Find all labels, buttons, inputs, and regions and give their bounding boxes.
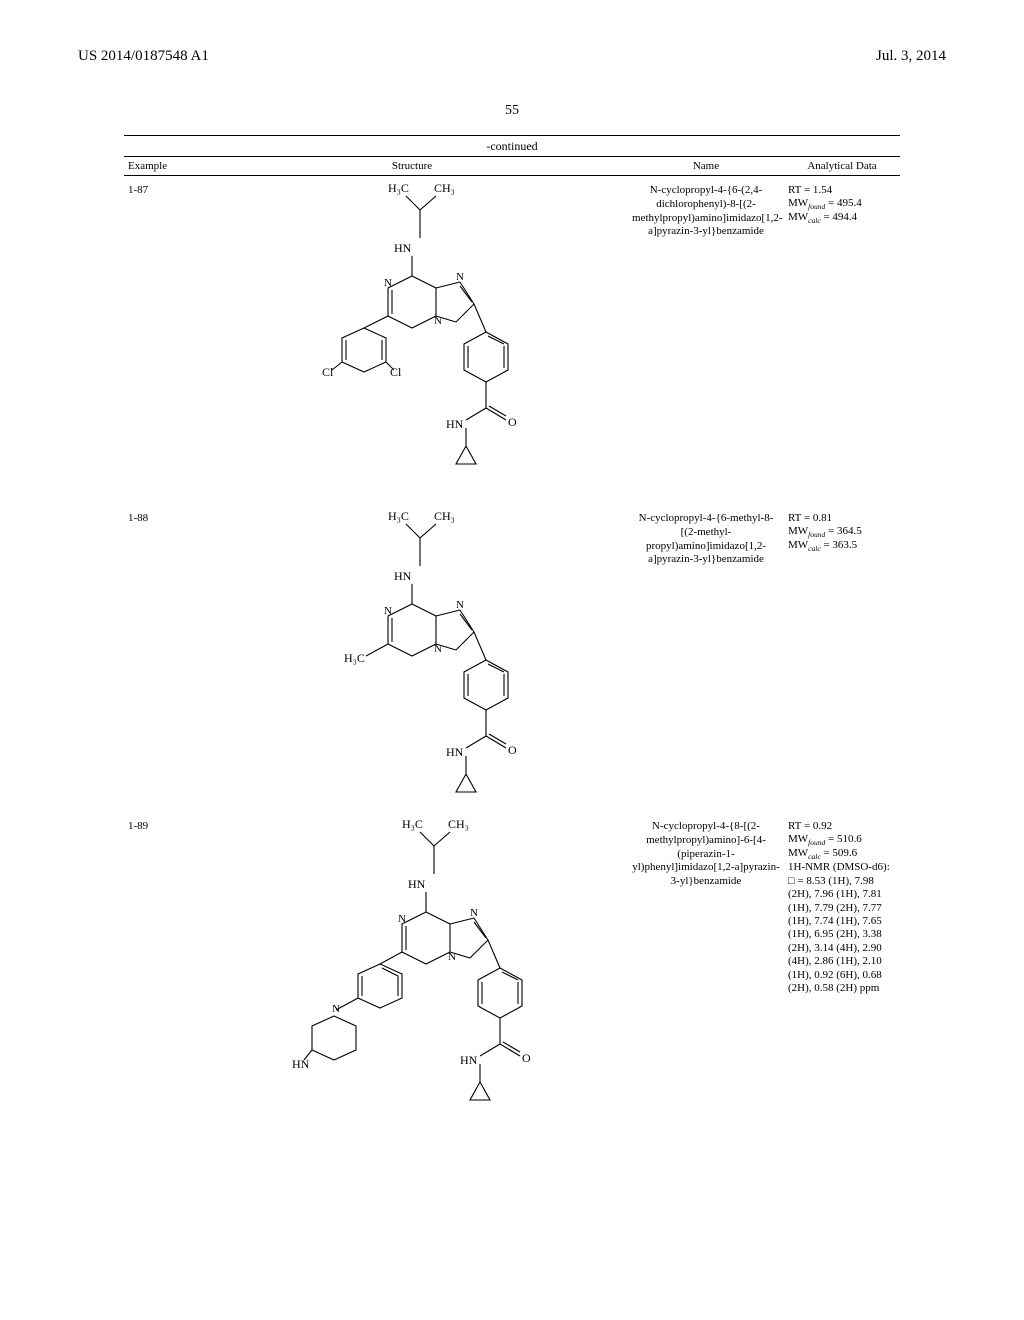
svg-text:HN: HN xyxy=(460,1053,478,1067)
table-row: 1-88 H₃C CH₃ HN N N xyxy=(124,504,900,812)
svg-text:N: N xyxy=(384,605,392,617)
svg-text:HN: HN xyxy=(408,877,426,891)
svg-text:HN: HN xyxy=(446,417,464,431)
svg-text:H₃C: H₃C xyxy=(402,817,423,831)
svg-text:N: N xyxy=(384,277,392,289)
svg-text:N: N xyxy=(456,271,464,283)
svg-text:HN: HN xyxy=(446,745,464,759)
col-header-data: Analytical Data xyxy=(784,160,900,172)
svg-text:CH₃: CH₃ xyxy=(448,817,469,831)
cell-structure: H₃C CH₃ HN N N N xyxy=(196,812,628,1190)
cell-data: RT = 0.92 MWfound = 510.6 MWcalc = 509.6… xyxy=(784,812,900,995)
cell-name: N-cyclopropyl-4-{8-[(2-methylpropyl)amin… xyxy=(628,812,784,889)
svg-text:H₃C: H₃C xyxy=(388,509,409,523)
svg-text:H₃C: H₃C xyxy=(344,651,365,665)
col-header-structure: Structure xyxy=(196,160,628,172)
mw-found-line: MWfound = 364.5 xyxy=(788,525,896,539)
structure-svg-1-89: H₃C CH₃ HN N N N xyxy=(272,812,552,1190)
svg-text:HN: HN xyxy=(394,241,412,255)
page-number: 55 xyxy=(0,103,1024,119)
table-row: 1-87 H₃C CH₃ HN N N xyxy=(124,176,900,504)
svg-text:N: N xyxy=(456,599,464,611)
structure-svg-1-88: H₃C CH₃ HN N N N xyxy=(288,504,536,812)
svg-text:CH₃: CH₃ xyxy=(434,181,455,195)
svg-text:HN: HN xyxy=(292,1057,310,1071)
cell-example: 1-88 xyxy=(124,504,196,524)
svg-text:H₃C: H₃C xyxy=(388,181,409,195)
svg-text:O: O xyxy=(522,1051,531,1065)
svg-text:HN: HN xyxy=(394,569,412,583)
col-header-name: Name xyxy=(628,160,784,172)
rt-line: RT = 0.81 xyxy=(788,512,896,525)
cell-structure: H₃C CH₃ HN N N xyxy=(196,176,628,504)
continued-label: -continued xyxy=(124,135,900,156)
svg-text:Cl: Cl xyxy=(322,365,334,379)
publication-date: Jul. 3, 2014 xyxy=(876,48,946,65)
page-header: US 2014/0187548 A1 Jul. 3, 2014 xyxy=(0,0,1024,73)
table-row: 1-89 H₃C CH₃ HN N N xyxy=(124,812,900,1190)
col-header-example: Example xyxy=(124,160,196,172)
cell-data: RT = 1.54 MWfound = 495.4 MWcalc = 494.4 xyxy=(784,176,900,225)
cell-example: 1-89 xyxy=(124,812,196,832)
svg-text:O: O xyxy=(508,743,517,757)
rt-line: RT = 0.92 xyxy=(788,820,896,833)
mw-calc-line: MWcalc = 509.6 xyxy=(788,847,896,861)
svg-text:N: N xyxy=(398,913,406,925)
mw-found-line: MWfound = 495.4 xyxy=(788,197,896,211)
cell-name: N-cyclopropyl-4-{6-(2,4-dichlorophenyl)-… xyxy=(628,176,784,239)
cell-name: N-cyclopropyl-4-{6-methyl-8-[(2-methyl-p… xyxy=(628,504,784,567)
cell-structure: H₃C CH₃ HN N N N xyxy=(196,504,628,812)
svg-text:O: O xyxy=(508,415,517,429)
compound-table: -continued Example Structure Name Analyt… xyxy=(124,135,900,1190)
cell-data: RT = 0.81 MWfound = 364.5 MWcalc = 363.5 xyxy=(784,504,900,553)
svg-text:N: N xyxy=(470,907,478,919)
table-header-row: Example Structure Name Analytical Data xyxy=(124,156,900,176)
mw-calc-line: MWcalc = 363.5 xyxy=(788,539,896,553)
structure-svg-1-87: H₃C CH₃ HN N N xyxy=(288,176,536,504)
cell-example: 1-87 xyxy=(124,176,196,196)
mw-found-line: MWfound = 510.6 xyxy=(788,833,896,847)
mw-calc-line: MWcalc = 494.4 xyxy=(788,211,896,225)
svg-text:CH₃: CH₃ xyxy=(434,509,455,523)
svg-text:N: N xyxy=(332,1003,340,1015)
publication-number: US 2014/0187548 A1 xyxy=(78,48,209,65)
nmr-block: 1H-NMR (DMSO-d6): □ = 8.53 (1H), 7.98 (2… xyxy=(788,861,896,995)
rt-line: RT = 1.54 xyxy=(788,184,896,197)
